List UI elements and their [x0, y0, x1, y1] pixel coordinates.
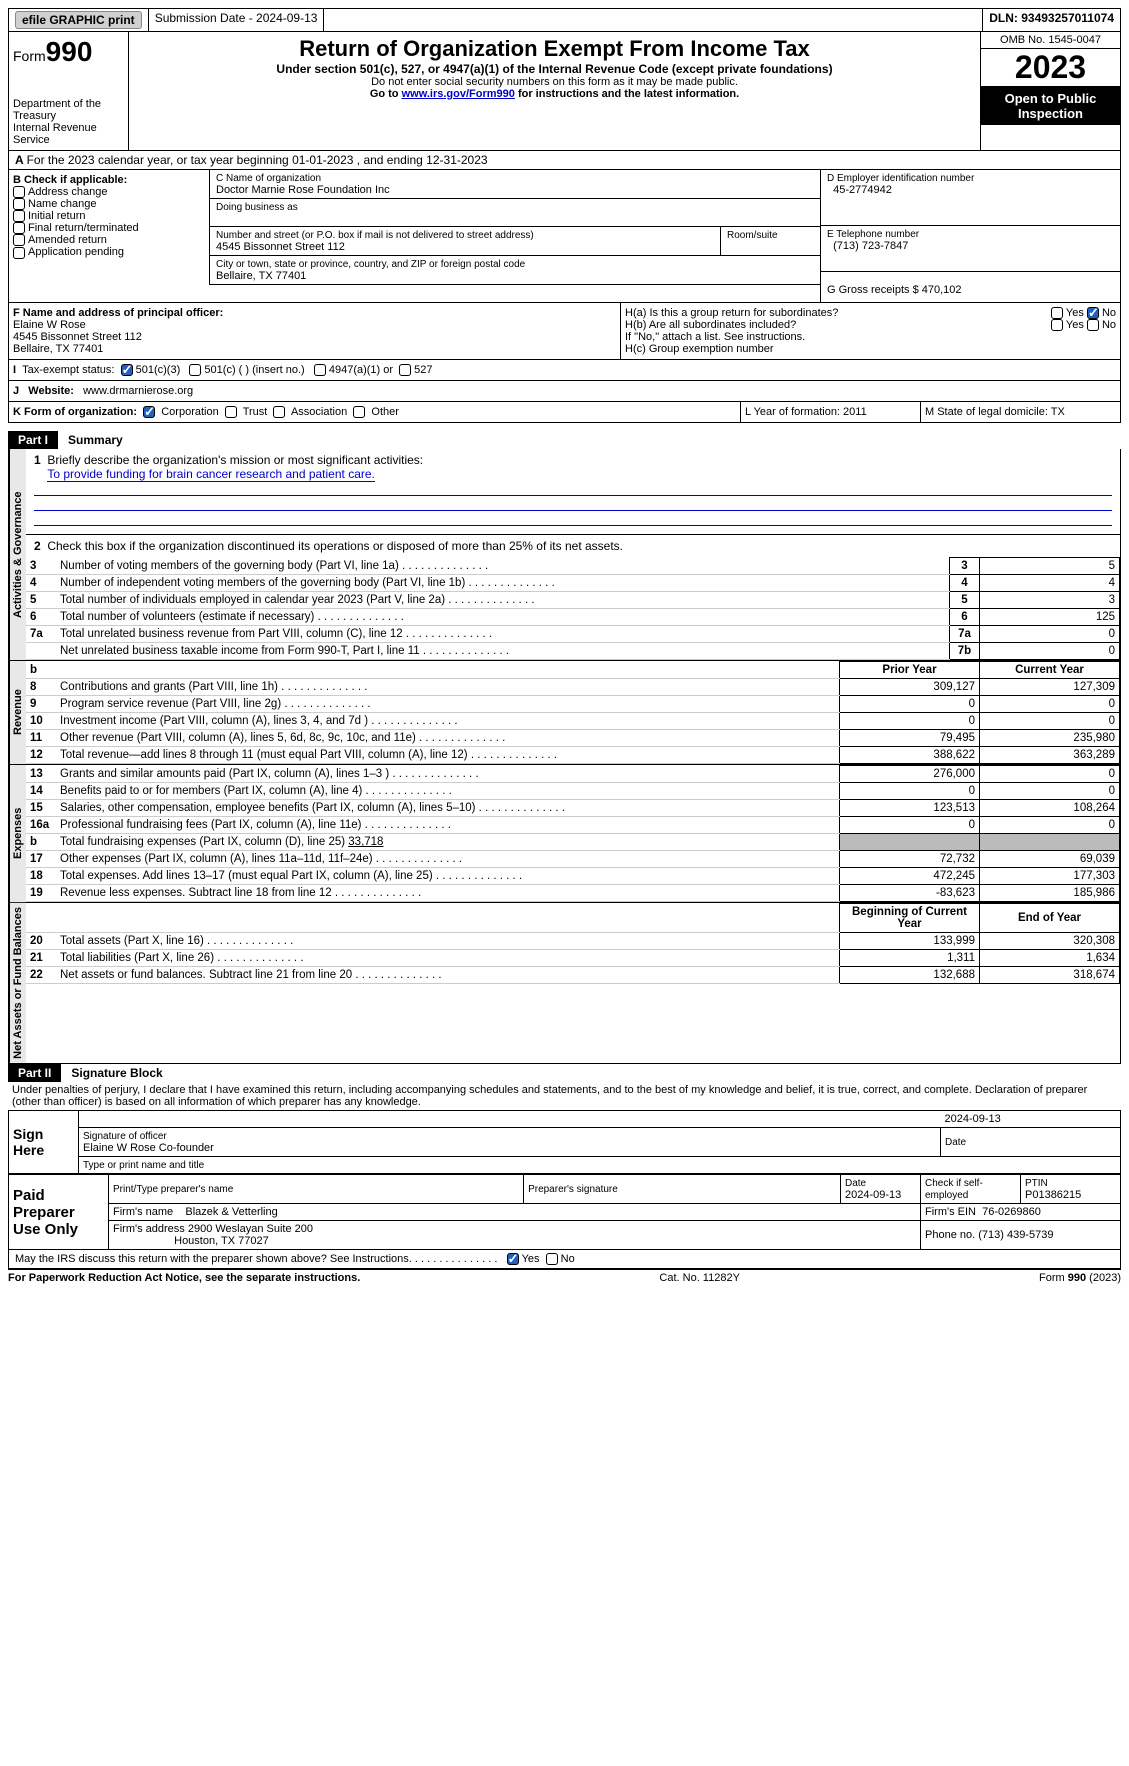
form-title: Return of Organization Exempt From Incom…: [133, 36, 976, 62]
part2-header: Part II: [8, 1064, 61, 1082]
501c3-checkbox[interactable]: [121, 364, 133, 376]
signature-block: Sign Here 2024-09-13 Signature of office…: [8, 1110, 1121, 1174]
form-header: Form990 Department of the Treasury Inter…: [8, 32, 1121, 151]
governance-table: 3Number of voting members of the governi…: [26, 557, 1120, 660]
irs-link[interactable]: www.irs.gov/Form990: [402, 88, 515, 100]
discuss-row: May the IRS discuss this return with the…: [8, 1250, 1121, 1269]
netassets-table: Beginning of Current YearEnd of Year20To…: [26, 903, 1120, 984]
vtab-expenses: Expenses: [9, 765, 26, 902]
ein: 45-2774942: [833, 184, 892, 196]
vtab-netassets: Net Assets or Fund Balances: [9, 903, 26, 1063]
mission-text: To provide funding for brain cancer rese…: [47, 467, 375, 482]
paid-preparer-block: Paid Preparer Use Only Print/Type prepar…: [8, 1174, 1121, 1250]
org-name: Doctor Marnie Rose Foundation Inc: [216, 184, 390, 196]
top-bar: efile GRAPHIC print Submission Date - 20…: [8, 8, 1121, 32]
tax-year: 2023: [981, 49, 1120, 87]
vtab-governance: Activities & Governance: [9, 449, 26, 660]
efile-button[interactable]: efile GRAPHIC print: [15, 11, 142, 29]
vtab-revenue: Revenue: [9, 661, 26, 764]
revenue-table: bPrior YearCurrent Year8Contributions an…: [26, 661, 1120, 764]
corp-checkbox[interactable]: [143, 406, 155, 418]
expenses-table: 13Grants and similar amounts paid (Part …: [26, 765, 1120, 902]
box-b: B Check if applicable: Address changeNam…: [9, 170, 209, 302]
dln: DLN: 93493257011074: [983, 9, 1120, 31]
discuss-yes-checkbox[interactable]: [507, 1253, 519, 1265]
h-a-no-checkbox[interactable]: [1087, 307, 1099, 319]
dept-treasury: Department of the Treasury Internal Reve…: [13, 98, 124, 146]
line-a: A For the 2023 calendar year, or tax yea…: [8, 151, 1121, 170]
part1-header: Part I: [8, 431, 58, 449]
page-footer: For Paperwork Reduction Act Notice, see …: [8, 1269, 1121, 1284]
submission-date: Submission Date - 2024-09-13: [149, 9, 325, 31]
website: www.drmarnierose.org: [83, 385, 193, 397]
